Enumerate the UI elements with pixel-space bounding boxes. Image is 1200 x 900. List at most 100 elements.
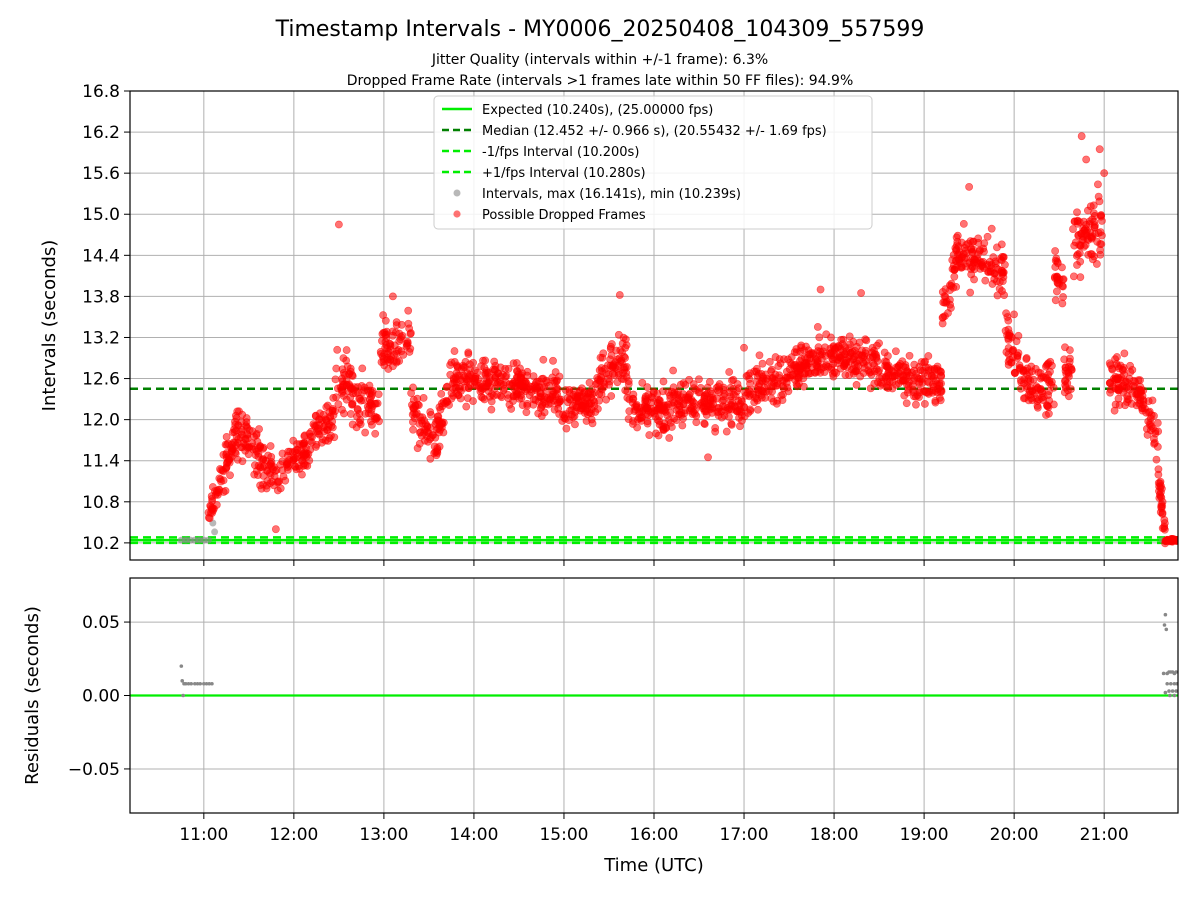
dropped-frame-point <box>1032 382 1041 391</box>
legend-label-intervals: Intervals, max (16.141s), min (10.239s) <box>482 187 741 202</box>
dropped-frame-point <box>371 429 380 438</box>
dropped-frame-point <box>1077 229 1086 238</box>
dropped-frame-point <box>348 399 357 408</box>
dropped-frame-point <box>845 332 854 341</box>
dropped-frame-point <box>266 460 275 469</box>
dropped-frame-point <box>1139 386 1148 395</box>
dropped-frame-point <box>623 387 632 396</box>
dropped-frame-point <box>377 358 386 366</box>
dropped-frame-point <box>434 424 442 433</box>
dropped-frame-point <box>381 316 390 325</box>
dropped-frame-point <box>366 386 375 395</box>
dropped-frame-point <box>373 413 381 422</box>
dropped-frame-point <box>1015 364 1024 372</box>
dropped-frame-point <box>326 412 335 421</box>
dropped-frame-point <box>539 374 548 383</box>
dropped-frame-point <box>477 362 485 371</box>
dropped-frame-point <box>331 407 339 416</box>
dropped-frame-point <box>224 452 233 461</box>
dropped-frame-point <box>1066 354 1074 363</box>
dropped-frame-point <box>602 395 611 404</box>
dropped-frame-point <box>293 446 302 455</box>
dropped-frame-point <box>469 358 478 367</box>
dropped-frame-point <box>332 393 341 402</box>
dropped-frame-point <box>555 372 564 381</box>
dropped-frame-point <box>1004 344 1013 352</box>
dropped-frame-point <box>598 353 607 362</box>
dropped-frame-point <box>473 368 482 377</box>
dropped-frame-point <box>1115 401 1124 409</box>
top-plot-area <box>130 132 1178 548</box>
dropped-frame-point <box>910 360 919 369</box>
dropped-frame-point <box>905 351 914 360</box>
dropped-frame-point <box>647 408 655 417</box>
dropped-frame-point <box>516 374 525 382</box>
dropped-frame-point <box>994 265 1003 274</box>
dropped-frame-point <box>531 396 540 404</box>
dropped-frame-point <box>758 359 767 368</box>
ytick-label-bottom: −0.05 <box>68 760 120 780</box>
ytick-label-top: 12.6 <box>82 370 120 390</box>
dropped-frame-point <box>1061 363 1070 372</box>
dropped-frame-point <box>921 400 929 408</box>
dropped-frame-point <box>439 428 448 437</box>
dropped-frame-point <box>1128 389 1137 398</box>
residual-point <box>1162 623 1167 627</box>
dropped-frame-point <box>983 232 992 241</box>
dropped-frame-point <box>222 432 231 441</box>
dropped-frame-point <box>675 405 684 414</box>
residual-point <box>181 693 185 698</box>
dropped-frame-point <box>1100 169 1109 178</box>
dropped-frame-point <box>813 363 822 372</box>
dropped-frame-point <box>463 376 472 384</box>
dropped-frame-point <box>548 373 557 382</box>
dropped-frame-point <box>504 364 513 373</box>
dropped-frame-point <box>920 358 929 367</box>
dropped-frame-point <box>1095 145 1104 154</box>
dropped-frame-point <box>725 412 733 421</box>
dropped-frame-point <box>537 412 546 420</box>
dropped-frame-point <box>990 275 999 283</box>
dropped-frame-point <box>692 418 701 427</box>
dropped-frame-point <box>725 368 734 376</box>
residual-point <box>210 681 214 686</box>
xtick-label: 17:00 <box>720 825 769 845</box>
dropped-frame-point <box>1096 246 1105 255</box>
dropped-frame-point <box>765 357 774 366</box>
dropped-frame-point <box>903 367 912 376</box>
dropped-frame-point <box>496 391 505 400</box>
dropped-frame-point <box>1161 536 1170 545</box>
dropped-frame-point <box>222 464 230 473</box>
dropped-frame-point <box>604 370 613 379</box>
dropped-frame-point <box>952 233 961 242</box>
dropped-frame-point <box>320 427 329 436</box>
dropped-frame-point <box>970 265 979 274</box>
xtick-label: 13:00 <box>359 825 408 845</box>
dropped-frame-point <box>464 350 473 358</box>
dropped-frame-point <box>481 356 490 365</box>
dropped-frame-point <box>645 431 654 439</box>
dropped-frame-point <box>226 471 234 480</box>
residual-point <box>1174 670 1178 674</box>
dropped-frame-point <box>331 375 340 384</box>
dropped-frame-point <box>689 380 698 389</box>
interval-point <box>211 528 219 536</box>
dropped-frame-point <box>1045 396 1054 405</box>
interval-point <box>204 536 212 544</box>
dropped-frame-point <box>873 357 882 366</box>
dropped-frame-point <box>945 295 954 304</box>
dropped-frame-point <box>571 420 579 429</box>
residual-point <box>184 681 188 686</box>
dropped-frame-point <box>1051 296 1060 305</box>
dropped-frame-point <box>952 245 961 254</box>
dropped-frame-point <box>630 407 639 415</box>
dropped-frame-point <box>518 401 527 410</box>
dropped-frame-point <box>1075 249 1084 258</box>
legend-label-3: +1/fps Interval (10.280s) <box>482 166 646 181</box>
dropped-frame-point <box>252 429 261 438</box>
dropped-frame-point <box>1051 247 1060 255</box>
dropped-frame-point <box>328 423 337 432</box>
dropped-frame-point <box>857 351 866 360</box>
dropped-frame-point <box>875 366 883 375</box>
